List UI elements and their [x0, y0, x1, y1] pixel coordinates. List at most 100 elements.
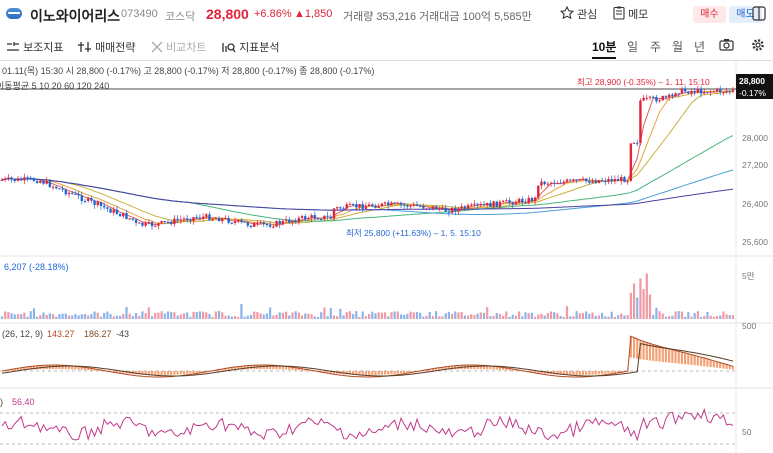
macd-osc-bar	[594, 371, 597, 375]
period-day[interactable]: 일	[627, 40, 639, 54]
macd-osc-bar	[233, 366, 237, 370]
trade-strategy-button[interactable]: 매매전략	[78, 39, 136, 55]
compare-chart-button[interactable]: 비교차트	[151, 39, 207, 55]
candle-body	[109, 208, 112, 213]
indicator-analysis-button[interactable]: 지표분석	[222, 39, 280, 55]
candle-body	[383, 202, 387, 204]
candle-body	[26, 177, 29, 179]
volume-bar	[533, 316, 537, 319]
camera-icon[interactable]	[719, 38, 734, 51]
candle-body	[623, 176, 626, 183]
period-year[interactable]: 년	[694, 40, 706, 54]
volume-bar	[671, 315, 674, 319]
macd-osc-bar	[447, 366, 450, 370]
volume-bar	[144, 313, 147, 319]
candle-body	[310, 215, 313, 219]
period-10min[interactable]: 10분	[592, 40, 617, 59]
candle-body	[533, 197, 537, 202]
candle-body	[393, 202, 396, 204]
candle-body	[201, 216, 205, 219]
macd-osc-bar	[262, 365, 265, 370]
chart-area[interactable]: 01.11(목) 15:30 시 28,800 (-0.17%) 고 28,80…	[0, 61, 773, 453]
macd-osc-bar	[230, 367, 233, 371]
volume-bar	[10, 313, 13, 319]
macd-osc-bar	[537, 371, 540, 374]
macd-osc-bar	[58, 365, 61, 370]
volume-bar	[138, 315, 141, 319]
volume-bar	[498, 313, 502, 319]
candle-body	[703, 92, 706, 94]
macd-osc-bar	[591, 371, 594, 375]
volume-bar	[109, 313, 112, 319]
buy-button[interactable]: 매수	[693, 6, 726, 23]
aux-indicator-label: 보조지표	[23, 42, 64, 54]
volume-bar	[406, 313, 409, 319]
macd-osc-bar	[629, 336, 632, 358]
candle-body	[128, 218, 131, 220]
volume-bar	[326, 316, 329, 319]
macd-osc-bar	[655, 345, 658, 362]
candle-body	[511, 202, 514, 205]
candle-body	[403, 204, 406, 206]
candle-body	[706, 92, 709, 94]
macd-osc-bar	[680, 352, 684, 364]
candle-body	[722, 92, 725, 94]
macd-osc-bar	[664, 348, 668, 363]
macd-osc-bar	[323, 371, 326, 373]
sell-button[interactable]: 매도	[729, 6, 762, 23]
candle-body	[479, 204, 483, 206]
macd-osc-bar	[83, 367, 87, 371]
candle-body	[221, 218, 224, 222]
candle-body	[205, 214, 208, 217]
candle-body	[13, 179, 16, 181]
volume-bar	[13, 314, 16, 319]
panel-toggle-icon[interactable]	[752, 6, 766, 21]
volume-bar	[687, 312, 690, 319]
volume-bar	[521, 316, 524, 319]
volume-bar	[26, 316, 29, 319]
macd-osc-bar	[431, 368, 435, 371]
volume-bar	[470, 314, 473, 319]
volume-bar	[594, 315, 597, 319]
memo-button[interactable]: 메모	[613, 6, 648, 22]
macd-osc-bar	[278, 365, 281, 370]
candle-body	[64, 189, 68, 195]
volume-bar	[205, 312, 208, 319]
volume-bar	[310, 314, 313, 319]
macd-osc-bar	[511, 369, 514, 371]
period-week[interactable]: 주	[650, 40, 662, 54]
volume-bar	[502, 315, 505, 319]
macd-osc-bar	[352, 371, 355, 375]
current-price-box	[736, 74, 773, 99]
volume-bar	[134, 313, 138, 319]
volume-bar	[316, 316, 320, 319]
period-month[interactable]: 월	[672, 40, 684, 54]
candle-body	[300, 216, 304, 218]
candle-body	[335, 207, 339, 209]
macd-osc-bar	[195, 371, 198, 373]
volume-bar	[709, 315, 712, 319]
candle-body	[134, 219, 138, 223]
volume-bar	[198, 311, 202, 319]
macd-osc-bar	[604, 371, 607, 374]
strategy-icon	[78, 42, 91, 52]
macd-osc-bar	[479, 365, 482, 370]
candle-body	[578, 179, 581, 181]
candle-body	[699, 88, 703, 94]
settings-gear-icon[interactable]	[751, 38, 765, 52]
volume-bar	[696, 311, 699, 319]
macd-osc-bar	[119, 371, 122, 373]
macd-osc-bar	[652, 344, 655, 361]
macd-osc-bar	[556, 371, 559, 375]
volume-bar	[358, 316, 361, 319]
macd-osc-bar	[243, 365, 246, 370]
watch-button[interactable]: 관심	[559, 5, 597, 22]
stock-name[interactable]: 이노와이어리스	[30, 8, 121, 24]
macd-osc-bar	[237, 366, 240, 370]
candle-body	[329, 216, 332, 219]
macd-osc-bar	[371, 371, 374, 376]
volume-bar	[597, 315, 601, 319]
candle-body	[399, 202, 403, 205]
aux-indicator-button[interactable]: 보조지표	[6, 39, 64, 55]
macd-osc-bar	[7, 369, 10, 372]
